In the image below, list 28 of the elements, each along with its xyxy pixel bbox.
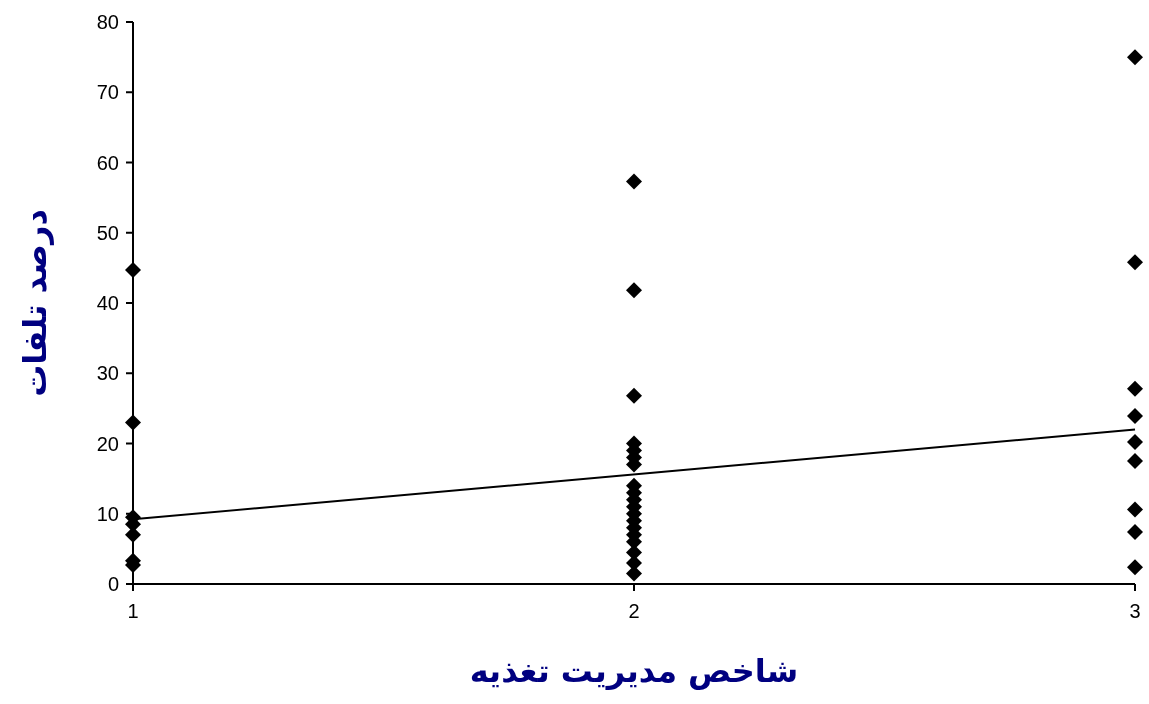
y-tick-label: 20 bbox=[96, 432, 119, 455]
y-axis-title: درصد تلفات bbox=[16, 209, 54, 397]
point bbox=[1127, 380, 1143, 397]
point bbox=[626, 282, 642, 299]
point bbox=[1127, 524, 1143, 541]
y-tick-label: 80 bbox=[96, 11, 119, 33]
point bbox=[1127, 453, 1143, 470]
point bbox=[1127, 559, 1143, 576]
point bbox=[1127, 501, 1143, 518]
x-tick-label: 1 bbox=[127, 600, 139, 622]
y-tick-label: 10 bbox=[96, 502, 119, 525]
point bbox=[1127, 408, 1143, 425]
y-tick-label: 60 bbox=[96, 151, 119, 174]
point bbox=[125, 414, 141, 431]
y-tick-label: 50 bbox=[96, 221, 119, 244]
point bbox=[626, 387, 642, 404]
point bbox=[626, 173, 642, 190]
y-tick-label: 70 bbox=[96, 81, 119, 104]
y-tick-label: 30 bbox=[96, 362, 119, 385]
point bbox=[125, 261, 141, 278]
y-tick-label: 40 bbox=[96, 292, 119, 314]
x-tick-label: 3 bbox=[1129, 600, 1141, 622]
point bbox=[1127, 49, 1143, 66]
x-axis-title: شاخص مدیریت تغذیه bbox=[469, 652, 799, 690]
x-tick-label: 2 bbox=[628, 600, 640, 622]
point bbox=[1127, 254, 1143, 271]
point bbox=[1127, 434, 1143, 451]
y-tick-label: 0 bbox=[107, 573, 119, 595]
